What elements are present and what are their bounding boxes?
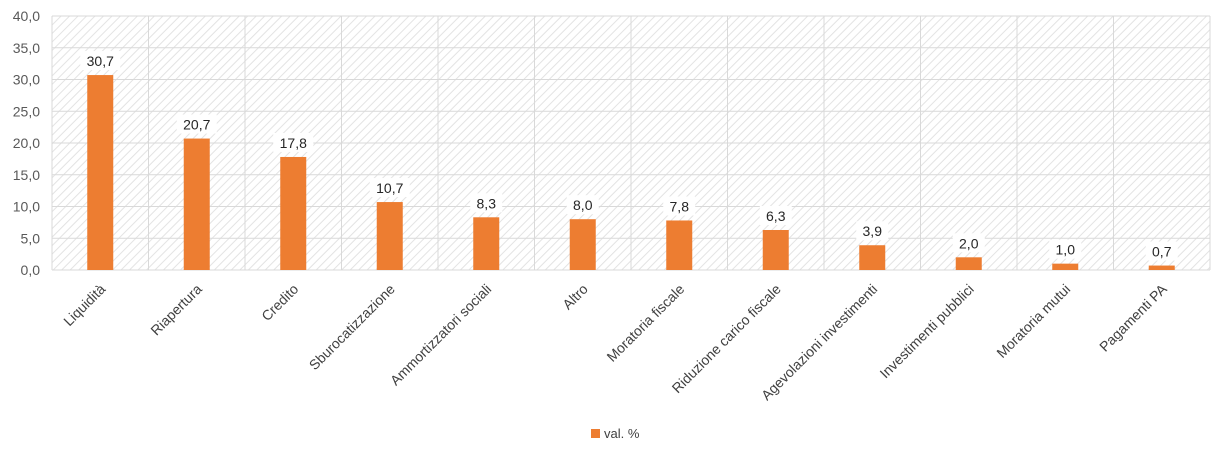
bar bbox=[473, 217, 500, 270]
bar bbox=[183, 138, 210, 270]
y-tick-label: 30,0 bbox=[13, 72, 40, 88]
data-label: 30,7 bbox=[87, 53, 114, 69]
y-axis: 0,0 5,0 10,0 15,0 20,0 25,0 30,0 35,0 40,0 bbox=[13, 8, 40, 278]
legend: val. % bbox=[591, 426, 640, 441]
data-label: 8,3 bbox=[477, 195, 497, 211]
x-tick-label: Riapertura bbox=[147, 281, 205, 339]
legend-label: val. % bbox=[604, 426, 640, 441]
bar bbox=[762, 229, 789, 270]
data-label-bg bbox=[80, 51, 121, 71]
data-label: 0,7 bbox=[1152, 244, 1172, 260]
x-tick-label: Pagamenti PA bbox=[1096, 280, 1170, 354]
data-label-bg bbox=[369, 178, 410, 198]
y-tick-label: 5,0 bbox=[21, 230, 41, 246]
legend-swatch bbox=[591, 429, 600, 438]
bar bbox=[859, 245, 886, 270]
x-tick-label: Moratoria mutui bbox=[993, 281, 1073, 361]
data-label: 3,9 bbox=[863, 223, 883, 239]
x-tick-label: Liquidità bbox=[60, 281, 108, 329]
data-label: 17,8 bbox=[280, 135, 307, 151]
y-tick-label: 20,0 bbox=[13, 135, 40, 151]
data-label-bg bbox=[470, 193, 503, 213]
data-label: 2,0 bbox=[959, 235, 979, 251]
data-label-bg bbox=[952, 233, 985, 253]
data-label: 7,8 bbox=[670, 198, 690, 214]
bar bbox=[1148, 265, 1175, 270]
bars bbox=[87, 75, 1175, 271]
x-tick-label: Sburocatizzazione bbox=[306, 281, 398, 373]
data-label-bg bbox=[663, 196, 696, 216]
data-label: 10,7 bbox=[376, 180, 403, 196]
x-tick-label: Ammortizzatori sociali bbox=[387, 281, 495, 389]
data-label-bg bbox=[856, 221, 889, 241]
bar bbox=[666, 220, 693, 270]
bar bbox=[280, 156, 307, 270]
y-tick-label: 10,0 bbox=[13, 199, 40, 215]
x-tick-label: Moratoria fiscale bbox=[603, 281, 687, 365]
y-tick-label: 40,0 bbox=[13, 8, 40, 24]
data-label: 20,7 bbox=[183, 117, 210, 133]
x-tick-label: Riduzione carico fiscale bbox=[669, 281, 784, 396]
data-label: 8,0 bbox=[573, 197, 593, 213]
data-label-bg bbox=[273, 132, 314, 152]
x-tick-label: Altro bbox=[559, 281, 591, 313]
bar bbox=[955, 257, 982, 270]
x-tick-label: Investimenti pubblici bbox=[876, 281, 976, 381]
gridlines bbox=[51, 15, 1211, 271]
data-label: 6,3 bbox=[766, 208, 786, 224]
bar bbox=[569, 219, 596, 270]
x-axis: Liquidità Riapertura Credito Sburocatizzazi… bbox=[60, 280, 1170, 403]
data-label-bg bbox=[759, 205, 792, 225]
data-label-bg bbox=[1049, 239, 1082, 259]
data-label-bg bbox=[176, 114, 217, 134]
bar bbox=[376, 202, 403, 270]
data-label: 1,0 bbox=[1056, 242, 1076, 258]
data-label-bg bbox=[1145, 241, 1178, 261]
bar bbox=[87, 75, 114, 271]
y-tick-label: 35,0 bbox=[13, 40, 40, 56]
y-tick-label: 25,0 bbox=[13, 103, 40, 119]
bar bbox=[1052, 263, 1079, 270]
y-tick-label: 0,0 bbox=[21, 262, 41, 278]
data-label-bg bbox=[566, 195, 599, 215]
data-labels: 30,7 20,7 17,8 10,7 8,3 8,0 7,8 6,3 3,9 2,0 1,0 0,7 bbox=[80, 51, 1178, 261]
y-tick-label: 15,0 bbox=[13, 167, 40, 183]
x-tick-label: Credito bbox=[258, 281, 301, 324]
